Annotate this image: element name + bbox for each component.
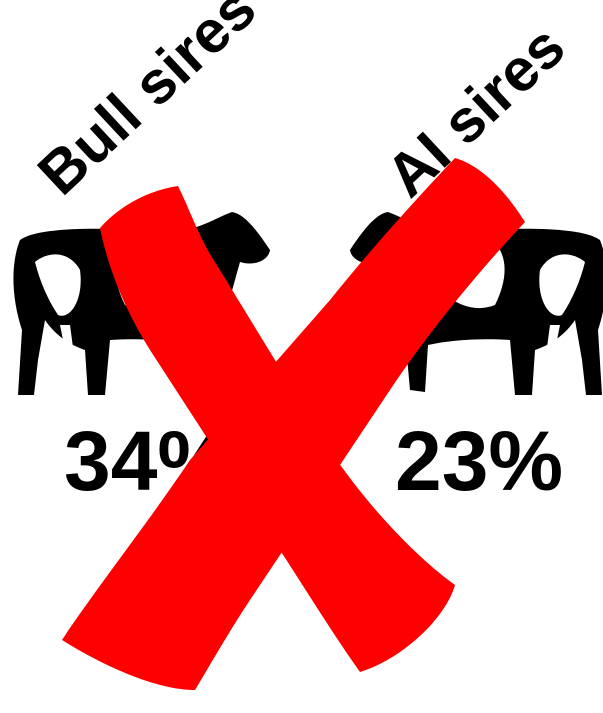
red-x (62, 158, 525, 690)
right-value: 23% (395, 414, 563, 508)
left-label: Bull sires (25, 0, 268, 208)
